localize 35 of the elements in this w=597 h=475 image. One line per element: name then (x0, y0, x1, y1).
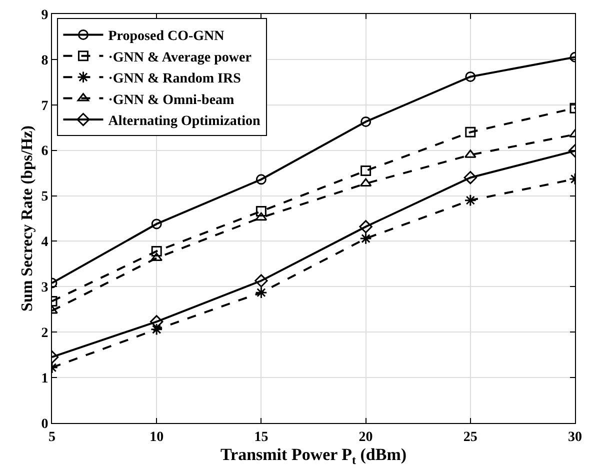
x-tick-label: 15 (254, 430, 268, 445)
y-tick-label: 3 (41, 280, 48, 296)
legend-label: ·GNN & Omni-beam (108, 92, 235, 108)
x-axis-title: Transmit Power P$_{t}$ (dBm) (220, 445, 407, 467)
y-tick-label: 6 (41, 144, 48, 160)
legend-label: ·GNN & Average power (108, 50, 252, 66)
y-axis-title: Sum Secrecy Rate (bps/Hz) (19, 126, 36, 312)
y-tick-label: 5 (41, 190, 48, 205)
point (360, 232, 372, 245)
y-tick-label: 7 (41, 98, 48, 114)
point (256, 206, 266, 216)
x-tick-label: 20 (358, 430, 373, 445)
point (150, 315, 164, 328)
point (360, 178, 372, 187)
point (359, 220, 372, 234)
point (360, 116, 372, 127)
legend-label: Alternating Optimization (108, 114, 260, 129)
y-tick-label: 4 (41, 235, 48, 250)
y-tick-label: 2 (41, 326, 48, 342)
legend-label: ·GNN & Random IRS (108, 72, 242, 87)
point (255, 286, 268, 299)
y-tick-label: 0 (41, 416, 48, 432)
point (360, 166, 372, 176)
point (255, 212, 268, 221)
x-tick-label: 25 (463, 430, 478, 445)
point (256, 174, 266, 185)
y-tick-label: 8 (41, 53, 48, 68)
x-tick-label: 10 (150, 430, 164, 445)
point (150, 252, 163, 262)
legend-label: Proposed CO-GNN (108, 29, 224, 44)
point (254, 274, 268, 288)
y-tick-label: 1 (41, 371, 48, 386)
point (464, 171, 477, 184)
y-tick-label: 9 (41, 8, 48, 23)
x-tick-label: 30 (568, 430, 582, 445)
